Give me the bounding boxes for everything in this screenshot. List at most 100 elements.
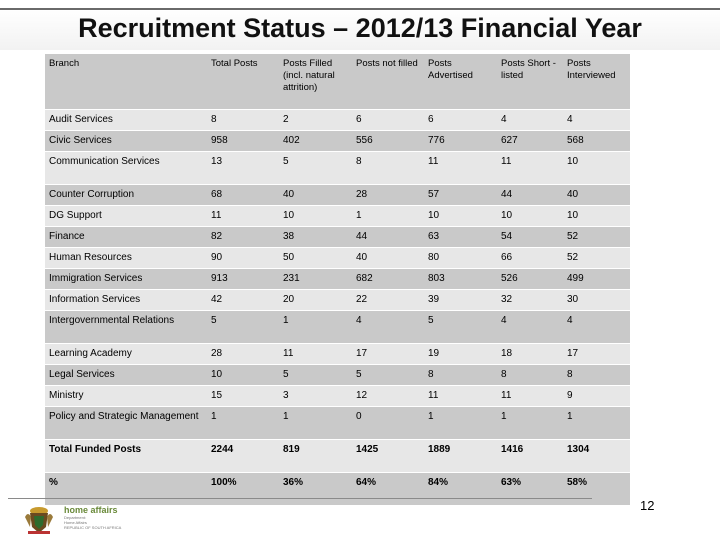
- value-cell: 50: [279, 247, 352, 269]
- table-row: DG Support 11 10 1 10 10 10: [45, 205, 630, 227]
- value-cell: 1425: [352, 439, 424, 473]
- value-cell: 913: [207, 268, 279, 290]
- value-cell: 32: [497, 289, 563, 311]
- value-cell: 1889: [424, 439, 497, 473]
- table-row: Finance 82 38 44 63 54 52: [45, 226, 630, 248]
- value-cell: 11: [497, 385, 563, 407]
- value-cell: 68: [207, 184, 279, 206]
- value-cell: 3: [279, 385, 352, 407]
- value-cell: 11: [207, 205, 279, 227]
- value-cell: 39: [424, 289, 497, 311]
- branch-cell: Human Resources: [45, 247, 207, 269]
- value-cell: 776: [424, 130, 497, 152]
- footer-divider: [8, 498, 592, 499]
- table-row: Legal Services 10 5 5 8 8 8: [45, 364, 630, 386]
- value-cell: 10: [497, 205, 563, 227]
- value-cell: 568: [563, 130, 630, 152]
- branch-cell: Information Services: [45, 289, 207, 311]
- value-cell: 30: [563, 289, 630, 311]
- value-cell: 11: [424, 151, 497, 185]
- table-row: Communication Services 13 5 8 11 11 10: [45, 151, 630, 185]
- table-row: % 100% 36% 64% 84% 63% 58%: [45, 472, 630, 505]
- value-cell: 10: [279, 205, 352, 227]
- value-cell: 231: [279, 268, 352, 290]
- value-cell: 5: [279, 364, 352, 386]
- value-cell: 2: [279, 109, 352, 131]
- value-cell: 36%: [279, 472, 352, 505]
- value-cell: 526: [497, 268, 563, 290]
- column-header: Posts Filled (incl. natural attrition): [279, 53, 352, 110]
- value-cell: 11: [424, 385, 497, 407]
- table-row: Ministry 15 3 12 11 11 9: [45, 385, 630, 407]
- recruitment-table: Branch Total Posts Posts Filled (incl. nat…: [45, 53, 630, 505]
- page-title: Recruitment Status – 2012/13 Financial Y…: [78, 12, 642, 43]
- value-cell: 13: [207, 151, 279, 185]
- value-cell: 28: [352, 184, 424, 206]
- branch-cell: Legal Services: [45, 364, 207, 386]
- value-cell: 8: [563, 364, 630, 386]
- brand-name: home affairs: [64, 505, 118, 515]
- branch-cell: Audit Services: [45, 109, 207, 131]
- value-cell: 8: [352, 151, 424, 185]
- branch-cell: Immigration Services: [45, 268, 207, 290]
- branch-cell: Total Funded Posts: [45, 439, 207, 473]
- value-cell: 40: [352, 247, 424, 269]
- value-cell: 22: [352, 289, 424, 311]
- value-cell: 1: [497, 406, 563, 440]
- value-cell: 1304: [563, 439, 630, 473]
- value-cell: 1: [207, 406, 279, 440]
- value-cell: 10: [424, 205, 497, 227]
- value-cell: 682: [352, 268, 424, 290]
- branch-cell: Ministry: [45, 385, 207, 407]
- branch-cell: Finance: [45, 226, 207, 248]
- value-cell: 6: [352, 109, 424, 131]
- value-cell: 11: [279, 343, 352, 365]
- value-cell: 9: [563, 385, 630, 407]
- value-cell: 627: [497, 130, 563, 152]
- brand-block: home affairs Department: Home Affairs RE…: [64, 505, 154, 530]
- column-header: Total Posts: [207, 53, 279, 110]
- table-row: Intergovernmental Relations 5 1 4 5 4 4: [45, 310, 630, 344]
- value-cell: 6: [424, 109, 497, 131]
- table-row: Civic Services 958 402 556 776 627 568: [45, 130, 630, 152]
- branch-cell: Learning Academy: [45, 343, 207, 365]
- value-cell: 4: [352, 310, 424, 344]
- table-row: Total Funded Posts 2244 819 1425 1889 1416 130…: [45, 439, 630, 473]
- value-cell: 958: [207, 130, 279, 152]
- value-cell: 80: [424, 247, 497, 269]
- value-cell: 20: [279, 289, 352, 311]
- value-cell: 0: [352, 406, 424, 440]
- value-cell: 17: [352, 343, 424, 365]
- value-cell: 556: [352, 130, 424, 152]
- value-cell: 4: [563, 109, 630, 131]
- brand-subtitle-3: REPUBLIC OF SOUTH AFRICA: [64, 525, 122, 530]
- value-cell: 5: [352, 364, 424, 386]
- value-cell: 1: [424, 406, 497, 440]
- value-cell: 44: [497, 184, 563, 206]
- value-cell: 28: [207, 343, 279, 365]
- column-header: Posts not filled: [352, 53, 424, 110]
- value-cell: 8: [497, 364, 563, 386]
- value-cell: 2244: [207, 439, 279, 473]
- value-cell: 4: [497, 310, 563, 344]
- value-cell: 10: [563, 151, 630, 185]
- value-cell: 54: [497, 226, 563, 248]
- value-cell: 15: [207, 385, 279, 407]
- column-header: Branch: [45, 53, 207, 110]
- value-cell: 1: [279, 310, 352, 344]
- column-header: Posts Short -listed: [497, 53, 563, 110]
- value-cell: 82: [207, 226, 279, 248]
- brand-subtitle-2: Home Affairs: [64, 520, 87, 525]
- table-row: Information Services 42 20 22 39 32 30: [45, 289, 630, 311]
- value-cell: 499: [563, 268, 630, 290]
- value-cell: 1: [279, 406, 352, 440]
- value-cell: 63%: [497, 472, 563, 505]
- value-cell: 44: [352, 226, 424, 248]
- value-cell: 19: [424, 343, 497, 365]
- value-cell: 64%: [352, 472, 424, 505]
- table-row: Immigration Services 913 231 682 803 526 499: [45, 268, 630, 290]
- table-row: Counter Corruption 68 40 28 57 44 40: [45, 184, 630, 206]
- value-cell: 57: [424, 184, 497, 206]
- table-header-row: Branch Total Posts Posts Filled (incl. nat…: [45, 53, 630, 110]
- table-row: Audit Services 8 2 6 6 4 4: [45, 109, 630, 131]
